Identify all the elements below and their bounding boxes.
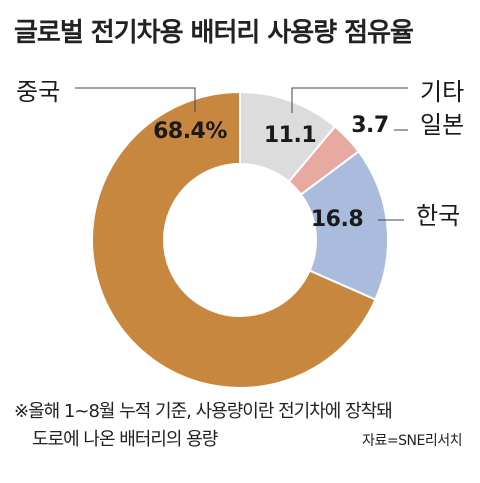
footnote: ※올해 1~8월 누적 기준, 사용량이란 전기차에 장착돼 도로에 나온 배터… (14, 398, 393, 454)
slice-value-label: 3.7 (351, 113, 388, 138)
footnote-line-2: 도로에 나온 배터리의 용량 (32, 429, 218, 450)
slice-category-label: 일본 (420, 111, 464, 139)
slice-value-label: 16.8 (311, 207, 363, 232)
slice-value-label: 11.1 (264, 123, 316, 148)
slice-4 (91, 90, 377, 389)
leader-line (291, 87, 408, 113)
slice-category-label: 기타 (420, 78, 464, 106)
source-credit: 자료=SNE리서치 (362, 433, 462, 449)
slice-category-label: 한국 (416, 202, 460, 230)
leader-lines (75, 87, 408, 221)
donut-slices (91, 90, 389, 389)
chart-title: 글로벌 전기차용 배터리 사용량 점유율 (14, 18, 414, 48)
footnote-line-1: ※올해 1~8월 누적 기준, 사용량이란 전기차에 장착돼 (14, 401, 393, 422)
leader-line (75, 87, 196, 112)
slice-category-label: 중국 (16, 78, 60, 106)
slice-value-label: 68.4% (153, 119, 227, 144)
chart-labels: 11.1 기타 3.7 일본 16.8 한국 68.4% 중국 (16, 78, 464, 232)
